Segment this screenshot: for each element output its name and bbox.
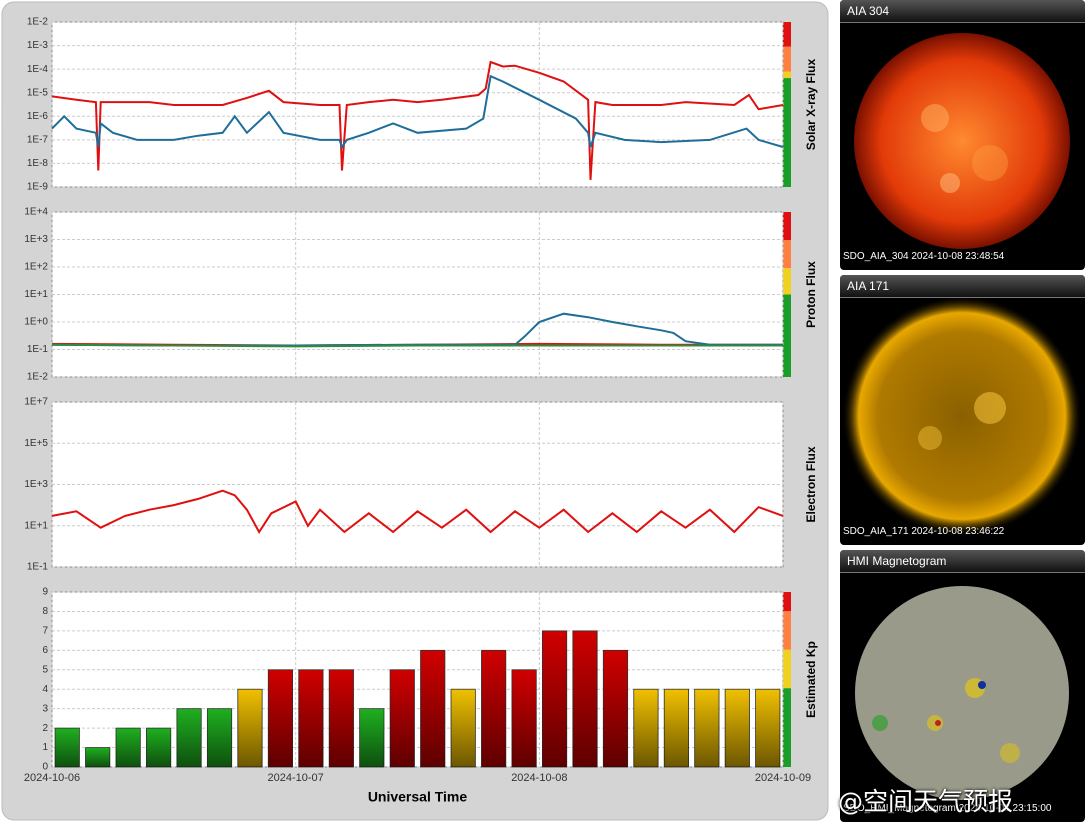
y-tick-label: 1E+1 bbox=[24, 520, 48, 531]
bar-shade bbox=[694, 689, 720, 767]
chart-area: 1E-9 1E-8 1E-7 1E-6 1E-5 1E-4 1E-3 1E-2 Solar X-… bbox=[1, 1, 829, 821]
y-tick-label: 1E-6 bbox=[27, 111, 49, 122]
x-tick-label: 2024-10-09 bbox=[755, 772, 811, 784]
y-axis-title: Proton Flux bbox=[804, 261, 818, 328]
severity-stripe bbox=[783, 294, 791, 377]
y-axis-title: Estimated Kp bbox=[804, 641, 818, 718]
y-tick-label: 7 bbox=[42, 626, 48, 637]
y-tick-label: 1E+1 bbox=[24, 289, 48, 300]
y-tick-label: 8 bbox=[42, 606, 48, 617]
y-tick-label: 6 bbox=[42, 645, 48, 656]
bar-shade bbox=[268, 669, 293, 767]
bar-shade bbox=[329, 669, 354, 767]
bar-shade bbox=[755, 689, 780, 767]
y-tick-label: 1E-2 bbox=[27, 17, 49, 28]
image-caption: SDO_HMI_Magnetogram 2024-10-08 23:15:00 bbox=[843, 803, 1052, 814]
severity-stripe bbox=[783, 649, 791, 689]
y-tick-label: 2 bbox=[42, 723, 48, 734]
bar-shade bbox=[633, 689, 659, 767]
y-tick-label: 1E+3 bbox=[24, 479, 48, 490]
data-line bbox=[51, 60, 784, 180]
y-tick-label: 3 bbox=[42, 703, 48, 714]
bar-shade bbox=[55, 728, 80, 767]
x-tick-label: 2024-10-08 bbox=[511, 772, 567, 784]
severity-stripe bbox=[783, 78, 791, 187]
y-tick-label: 1E-8 bbox=[27, 158, 49, 169]
bar-shade bbox=[359, 708, 384, 767]
x-tick-label: 2024-10-06 bbox=[24, 772, 80, 784]
severity-stripe bbox=[783, 212, 791, 241]
sun-image bbox=[855, 586, 1069, 800]
bar-shade bbox=[420, 650, 445, 767]
y-tick-label: 1E-2 bbox=[27, 372, 49, 383]
bar-shade bbox=[451, 689, 476, 767]
y-tick-label: 1E+7 bbox=[24, 397, 48, 408]
bar-shade bbox=[572, 630, 598, 767]
data-line bbox=[51, 489, 784, 534]
image-panel: AIA 171 SDO_AIA_171 2024-10-08 23:46:22 bbox=[840, 275, 1085, 545]
bar-shade bbox=[176, 708, 202, 767]
y-tick-label: 1E-7 bbox=[27, 134, 49, 145]
panel-title: AIA 171 bbox=[840, 275, 1085, 298]
y-tick-label: 9 bbox=[42, 587, 48, 598]
x-tick-label: 2024-10-07 bbox=[268, 772, 324, 784]
y-tick-label: 1E-5 bbox=[27, 87, 49, 98]
bar-shade bbox=[298, 669, 324, 767]
panel-title: AIA 304 bbox=[840, 0, 1085, 23]
y-tick-label: 1E-3 bbox=[27, 40, 49, 51]
y-tick-label: 1E-4 bbox=[27, 64, 49, 75]
y-tick-label: 1E+0 bbox=[24, 317, 48, 328]
image-panel: HMI Magnetogram SDO_HMI_Magnetogram 2024… bbox=[840, 550, 1085, 822]
bar-shade bbox=[725, 689, 750, 767]
data-line bbox=[51, 343, 783, 348]
severity-stripe bbox=[783, 22, 791, 47]
bar-shade bbox=[146, 728, 171, 767]
watermark: @空间天气预报 bbox=[838, 787, 1014, 816]
y-tick-label: 4 bbox=[42, 684, 48, 695]
image-caption: SDO_AIA_171 2024-10-08 23:46:22 bbox=[843, 526, 1005, 537]
y-tick-label: 5 bbox=[42, 664, 48, 675]
bar-shade bbox=[207, 708, 232, 767]
severity-stripe bbox=[783, 611, 791, 650]
bar-shade bbox=[603, 650, 628, 767]
y-tick-label: 1E-1 bbox=[27, 344, 49, 355]
y-tick-label: 1E+5 bbox=[24, 438, 48, 449]
image-panel: AIA 304 SDO_AIA_304 2024-10-08 23:48:54 bbox=[840, 0, 1085, 270]
sun-image bbox=[854, 33, 1070, 249]
y-tick-label: 1E+3 bbox=[24, 234, 48, 245]
bar-shade bbox=[390, 669, 415, 767]
y-axis-title: Electron Flux bbox=[804, 446, 818, 522]
y-tick-label: 1E-9 bbox=[27, 182, 49, 193]
severity-stripe bbox=[783, 240, 791, 269]
bar-shade bbox=[115, 728, 141, 767]
y-tick-label: 1E+2 bbox=[24, 262, 48, 273]
severity-stripe bbox=[783, 268, 791, 295]
y-tick-label: 1E+4 bbox=[24, 207, 48, 218]
y-axis-title: Solar X-ray Flux bbox=[804, 58, 818, 150]
bar-shade bbox=[511, 669, 537, 767]
image-caption: SDO_AIA_304 2024-10-08 23:48:54 bbox=[843, 251, 1005, 262]
severity-stripe bbox=[783, 592, 791, 612]
sun-image bbox=[842, 296, 1082, 536]
bar-shade bbox=[542, 630, 567, 767]
y-tick-label: 1 bbox=[42, 742, 48, 753]
data-line bbox=[51, 74, 784, 150]
bar-shade bbox=[664, 689, 689, 767]
severity-stripe bbox=[783, 71, 791, 79]
y-tick-label: 1E-1 bbox=[27, 562, 49, 573]
severity-stripe bbox=[783, 46, 791, 72]
panel-title: HMI Magnetogram bbox=[840, 550, 1085, 573]
bar-shade bbox=[85, 747, 110, 767]
x-axis-title: Universal Time bbox=[368, 789, 468, 805]
severity-stripe bbox=[783, 688, 791, 767]
bar-shade bbox=[237, 689, 263, 767]
y-tick-label: 0 bbox=[42, 762, 48, 773]
bar-shade bbox=[481, 650, 506, 767]
